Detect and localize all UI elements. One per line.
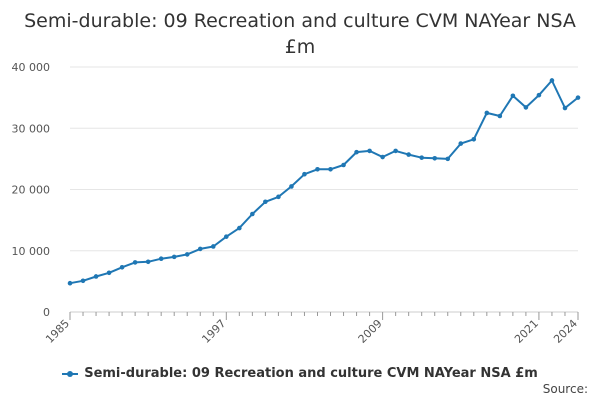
data-point[interactable] (302, 171, 307, 177)
y-tick-label: 30 000 (12, 122, 51, 135)
y-tick-label: 0 (43, 306, 50, 319)
series-group (67, 78, 581, 286)
data-point[interactable] (184, 252, 190, 257)
data-point[interactable] (549, 78, 555, 83)
data-point[interactable] (224, 234, 229, 239)
data-point[interactable] (497, 113, 503, 119)
data-point[interactable] (523, 105, 529, 110)
data-point[interactable] (484, 110, 490, 116)
data-point[interactable] (67, 280, 73, 286)
data-point[interactable] (158, 256, 164, 262)
data-point[interactable] (263, 199, 268, 205)
data-point[interactable] (380, 154, 385, 160)
data-point[interactable] (510, 93, 516, 99)
data-point[interactable] (432, 155, 438, 161)
data-point[interactable] (171, 254, 177, 260)
data-point[interactable] (393, 148, 398, 154)
data-point[interactable] (276, 194, 281, 200)
y-tick-label: 10 000 (12, 245, 51, 258)
data-point[interactable] (210, 244, 216, 249)
data-point[interactable] (406, 152, 411, 157)
x-tick-label: 2009 (356, 317, 385, 346)
data-point[interactable] (132, 260, 138, 265)
y-tick-label: 20 000 (12, 184, 51, 197)
data-point[interactable] (93, 274, 99, 279)
x-axis: 1985 1997 2009 2021 2024 (43, 312, 580, 346)
data-point[interactable] (341, 162, 346, 168)
legend-label: Semi-durable: 09 Recreation and culture … (84, 366, 538, 381)
x-tick-label: 2024 (551, 317, 580, 346)
y-tick-label: 40 000 (12, 61, 51, 74)
data-point[interactable] (367, 148, 372, 154)
y-axis-ticks: 0 10 000 20 000 30 000 40 000 (12, 61, 51, 319)
data-point[interactable] (328, 166, 333, 172)
x-tick-label: 1985 (43, 317, 72, 346)
gridlines (70, 66, 578, 313)
chart-title: Semi-durable: 09 Recreation and culture … (24, 10, 576, 58)
source-label: Source: (542, 382, 588, 396)
data-point[interactable] (471, 136, 477, 142)
data-point[interactable] (562, 105, 568, 111)
legend-swatch (62, 370, 79, 377)
data-point[interactable] (458, 141, 464, 146)
data-point[interactable] (536, 92, 542, 98)
legend[interactable]: Semi-durable: 09 Recreation and culture … (0, 366, 600, 381)
data-point[interactable] (145, 259, 151, 265)
data-point[interactable] (237, 225, 242, 231)
data-point[interactable] (197, 246, 203, 252)
data-point[interactable] (250, 211, 255, 217)
data-point[interactable] (315, 166, 320, 172)
data-point[interactable] (119, 264, 125, 270)
data-point[interactable] (106, 270, 112, 276)
data-point[interactable] (575, 95, 581, 100)
x-tick-label: 1997 (199, 317, 228, 346)
data-point[interactable] (80, 278, 86, 284)
series-line (69, 79, 579, 285)
data-point[interactable] (354, 149, 359, 155)
data-point[interactable] (289, 184, 294, 189)
x-tick-label: 2021 (512, 317, 541, 346)
data-point[interactable] (445, 156, 451, 162)
data-point[interactable] (419, 155, 424, 160)
